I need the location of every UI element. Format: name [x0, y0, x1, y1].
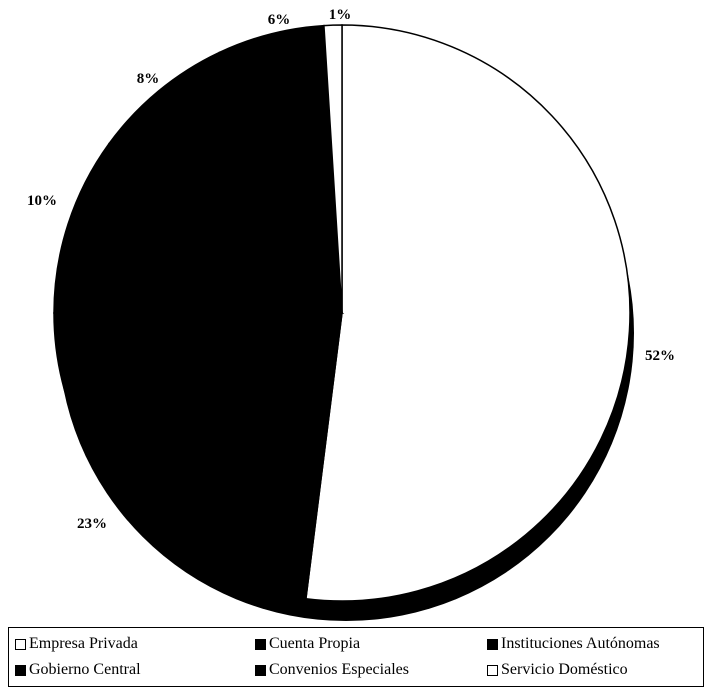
legend-item-gobierno-central: Gobierno Central	[15, 661, 141, 679]
legend-item-cuenta-propia: Cuenta Propia	[255, 635, 360, 653]
legend-swatch	[487, 638, 498, 650]
legend-swatch	[255, 664, 266, 676]
legend-item-servicio-domestico: Servicio Doméstico	[487, 661, 628, 679]
slice-label: 23%	[77, 516, 107, 532]
legend-item-convenios-especiales: Convenios Especiales	[255, 661, 409, 679]
pie-chart: 52% 23% 10% 8% 6% 1%	[27, 7, 675, 621]
legend-swatch	[255, 638, 266, 650]
pie-slice-empresa-privada	[305, 24, 631, 602]
slice-label: 10%	[27, 193, 57, 209]
slice-label: 6%	[268, 12, 291, 28]
slice-label: 52%	[645, 348, 675, 364]
pie-slice-gobierno-central	[53, 312, 343, 600]
legend-label: Cuenta Propia	[269, 635, 361, 652]
pie-slices	[53, 24, 631, 602]
legend-label: Convenios Especiales	[269, 661, 409, 678]
legend-label: Servicio Doméstico	[501, 661, 628, 678]
pie-slice-cuenta-propia	[53, 142, 345, 314]
pie-slice-servicio-dom-stico	[323, 24, 343, 314]
legend-label: Gobierno Central	[29, 661, 141, 678]
legend-swatch	[15, 638, 26, 650]
legend-item-instituciones-autonomas: Instituciones Autónomas	[487, 635, 660, 653]
legend-label: Empresa Privada	[29, 635, 138, 652]
chart-legend: Empresa Privada Cuenta Propia Institucio…	[8, 627, 704, 687]
slice-label: 1%	[329, 7, 352, 23]
slice-label: 8%	[137, 71, 160, 87]
legend-item-empresa-privada: Empresa Privada	[15, 635, 138, 653]
pie-slice-convenios-especiales	[107, 51, 343, 314]
pie-labels: 52% 23% 10% 8% 6% 1%	[27, 7, 675, 532]
legend-swatch	[487, 664, 498, 676]
legend-label: Instituciones Autónomas	[501, 635, 660, 652]
legend-swatch	[15, 664, 26, 676]
